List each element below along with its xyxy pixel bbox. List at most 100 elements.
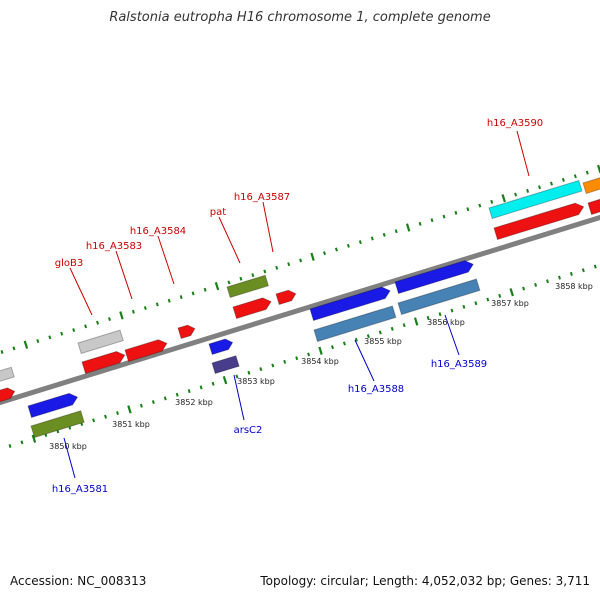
ruler-minor-tick xyxy=(396,230,397,233)
feature-red xyxy=(588,197,600,214)
gene-label: h16_A3583 xyxy=(86,241,142,252)
ruler-minor-tick xyxy=(2,350,3,353)
ruler-minor-tick xyxy=(49,336,50,339)
leader-line xyxy=(70,268,92,315)
ruler-minor-tick xyxy=(141,404,142,407)
ruler-minor-tick xyxy=(213,382,214,385)
ruler-minor-tick xyxy=(300,259,301,262)
ruler-minor-tick xyxy=(252,273,253,276)
bottom-ruler xyxy=(10,258,600,448)
ruler-minor-tick xyxy=(487,298,488,301)
ruler-minor-tick xyxy=(535,283,536,286)
ruler-major-tick xyxy=(128,406,130,414)
ruler-major-tick xyxy=(407,224,409,232)
ruler-minor-tick xyxy=(587,171,588,174)
leader-line xyxy=(263,202,273,252)
ruler-minor-tick xyxy=(248,371,249,374)
feature-red xyxy=(276,290,296,304)
ruler-minor-tick xyxy=(73,328,74,331)
ruler-minor-tick xyxy=(551,182,552,185)
ruler-major-tick xyxy=(311,253,313,261)
top-ruler xyxy=(2,164,600,354)
ruler-minor-tick xyxy=(109,317,110,320)
ruler-minor-tick xyxy=(296,357,297,360)
ruler-minor-tick xyxy=(165,397,166,400)
ruler-minor-tick xyxy=(527,189,528,192)
gene-label: h16_A3589 xyxy=(431,359,487,370)
map-title: Ralstonia eutropha H16 chromosome 1, com… xyxy=(0,10,600,25)
ruler-minor-tick xyxy=(575,175,576,178)
leader-line xyxy=(116,251,132,299)
ruler-minor-tick xyxy=(117,411,118,414)
ruler-minor-tick xyxy=(105,415,106,418)
ruler-minor-tick xyxy=(260,367,261,370)
ruler-minor-tick xyxy=(157,303,158,306)
gene-label: h16_A3588 xyxy=(348,384,404,395)
scale-label: 3855 kbp xyxy=(364,337,402,346)
ruler-major-tick xyxy=(224,376,226,384)
ruler-minor-tick xyxy=(595,265,596,268)
ruler-minor-tick xyxy=(392,327,393,330)
scale-label: 3853 kbp xyxy=(237,377,275,386)
gene-label: h16_A3590 xyxy=(487,118,543,129)
ruler-minor-tick xyxy=(145,306,146,309)
ruler-minor-tick xyxy=(276,266,277,269)
leader-line xyxy=(219,217,240,263)
gene-label: h16_A3584 xyxy=(130,226,186,237)
feature-gray xyxy=(78,330,123,353)
feature-gray xyxy=(0,367,14,381)
ruler-minor-tick xyxy=(205,288,206,291)
feature-orange xyxy=(583,176,600,194)
leader-line xyxy=(158,236,174,284)
ruler-minor-tick xyxy=(264,270,265,273)
ruler-minor-tick xyxy=(440,313,441,316)
ruler-major-tick xyxy=(511,288,513,296)
ruler-minor-tick xyxy=(193,292,194,295)
feature-red xyxy=(233,298,271,319)
ruler-minor-tick xyxy=(348,244,349,247)
ruler-minor-tick xyxy=(133,310,134,313)
ruler-minor-tick xyxy=(21,441,22,444)
gene-label: pat xyxy=(210,207,226,218)
ruler-minor-tick xyxy=(583,269,584,272)
feature-blue xyxy=(209,339,233,355)
ruler-minor-tick xyxy=(404,324,405,327)
ruler-major-tick xyxy=(319,347,321,355)
ruler-minor-tick xyxy=(356,338,357,341)
ruler-minor-tick xyxy=(539,186,540,189)
ruler-minor-tick xyxy=(324,252,325,255)
scale-label: 3854 kbp xyxy=(301,357,339,366)
ruler-minor-tick xyxy=(491,200,492,203)
feature-navy xyxy=(212,356,239,374)
ruler-major-tick xyxy=(25,341,27,349)
ruler-major-tick xyxy=(120,312,122,320)
ruler-minor-tick xyxy=(384,233,385,236)
ruler-minor-tick xyxy=(380,331,381,334)
ruler-minor-tick xyxy=(288,263,289,266)
ruler-minor-tick xyxy=(559,276,560,279)
ruler-minor-tick xyxy=(10,444,11,447)
ruler-minor-tick xyxy=(515,193,516,196)
ruler-minor-tick xyxy=(467,208,468,211)
ruler-minor-tick xyxy=(332,346,333,349)
ruler-minor-tick xyxy=(372,237,373,240)
ruler-minor-tick xyxy=(181,295,182,298)
ruler-minor-tick xyxy=(420,222,421,225)
ruler-minor-tick xyxy=(228,281,229,284)
scale-label: 3856 kbp xyxy=(427,318,465,327)
ruler-minor-tick xyxy=(499,294,500,297)
ruler-minor-tick xyxy=(547,280,548,283)
topology-summary: Topology: circular; Length: 4,052,032 bp… xyxy=(260,574,590,588)
ruler-minor-tick xyxy=(455,211,456,214)
ruler-major-tick xyxy=(503,194,505,202)
ruler-minor-tick xyxy=(432,219,433,222)
ruler-minor-tick xyxy=(463,305,464,308)
ruler-minor-tick xyxy=(571,272,572,275)
ruler-minor-tick xyxy=(153,400,154,403)
ruler-minor-tick xyxy=(13,347,14,350)
ruler-minor-tick xyxy=(444,215,445,218)
ruler-major-tick xyxy=(216,282,218,290)
gene-label: h16_A3581 xyxy=(52,484,108,495)
ruler-minor-tick xyxy=(85,325,86,328)
